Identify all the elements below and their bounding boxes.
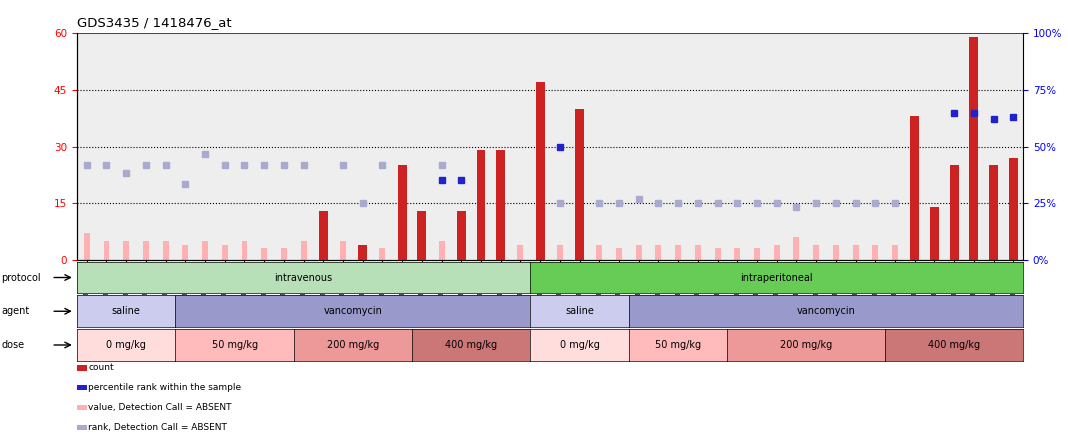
Bar	[319, 211, 328, 260]
Bar	[476, 151, 486, 260]
Bar	[794, 237, 799, 260]
Bar	[735, 249, 740, 260]
Text: 50 mg/kg: 50 mg/kg	[211, 340, 257, 350]
Bar	[576, 109, 584, 260]
Text: 0 mg/kg: 0 mg/kg	[560, 340, 599, 350]
Bar	[754, 249, 760, 260]
Bar	[379, 249, 386, 260]
Bar	[241, 241, 248, 260]
Text: 0 mg/kg: 0 mg/kg	[106, 340, 146, 350]
Bar	[104, 241, 109, 260]
Text: 200 mg/kg: 200 mg/kg	[327, 340, 379, 350]
Text: 50 mg/kg: 50 mg/kg	[655, 340, 702, 350]
Text: intraperitoneal: intraperitoneal	[740, 273, 813, 282]
Bar	[183, 245, 188, 260]
Bar	[774, 245, 780, 260]
Bar	[281, 249, 287, 260]
Text: intravenous: intravenous	[274, 273, 332, 282]
Text: saline: saline	[565, 306, 594, 316]
Bar	[439, 241, 444, 260]
Bar	[910, 116, 920, 260]
Bar	[202, 241, 208, 260]
Bar	[397, 166, 407, 260]
Text: vancomycin: vancomycin	[324, 306, 382, 316]
Bar	[320, 241, 326, 260]
Bar	[596, 245, 602, 260]
Bar	[1009, 158, 1018, 260]
Text: rank, Detection Call = ABSENT: rank, Detection Call = ABSENT	[88, 423, 226, 432]
Bar	[852, 245, 859, 260]
Bar	[262, 249, 267, 260]
Bar	[123, 241, 129, 260]
Text: value, Detection Call = ABSENT: value, Detection Call = ABSENT	[88, 403, 232, 412]
Text: protocol: protocol	[1, 273, 41, 282]
Bar	[301, 241, 307, 260]
Bar	[518, 245, 523, 260]
Bar	[989, 166, 998, 260]
Bar	[930, 207, 939, 260]
Text: dose: dose	[1, 340, 25, 350]
Text: count: count	[88, 363, 113, 372]
Bar	[457, 211, 466, 260]
Text: percentile rank within the sample: percentile rank within the sample	[88, 383, 241, 392]
Bar	[418, 211, 426, 260]
Bar	[635, 245, 642, 260]
Bar	[656, 245, 661, 260]
Bar	[358, 245, 367, 260]
Bar	[83, 234, 90, 260]
Text: vancomycin: vancomycin	[797, 306, 855, 316]
Bar	[833, 245, 838, 260]
Bar	[873, 245, 878, 260]
Bar	[714, 249, 721, 260]
Text: saline: saline	[112, 306, 141, 316]
Bar	[616, 249, 622, 260]
Bar	[536, 83, 545, 260]
Bar	[222, 245, 227, 260]
Bar	[497, 151, 505, 260]
Bar	[143, 241, 148, 260]
Text: 400 mg/kg: 400 mg/kg	[928, 340, 980, 350]
Bar	[162, 241, 169, 260]
Text: 400 mg/kg: 400 mg/kg	[445, 340, 498, 350]
Bar	[949, 166, 959, 260]
Bar	[892, 245, 898, 260]
Bar	[813, 245, 819, 260]
Text: 200 mg/kg: 200 mg/kg	[780, 340, 832, 350]
Text: agent: agent	[1, 306, 29, 316]
Text: GDS3435 / 1418476_at: GDS3435 / 1418476_at	[77, 16, 232, 28]
Bar	[695, 245, 701, 260]
Bar	[340, 241, 346, 260]
Bar	[556, 245, 563, 260]
Bar	[675, 245, 681, 260]
Bar	[970, 37, 978, 260]
